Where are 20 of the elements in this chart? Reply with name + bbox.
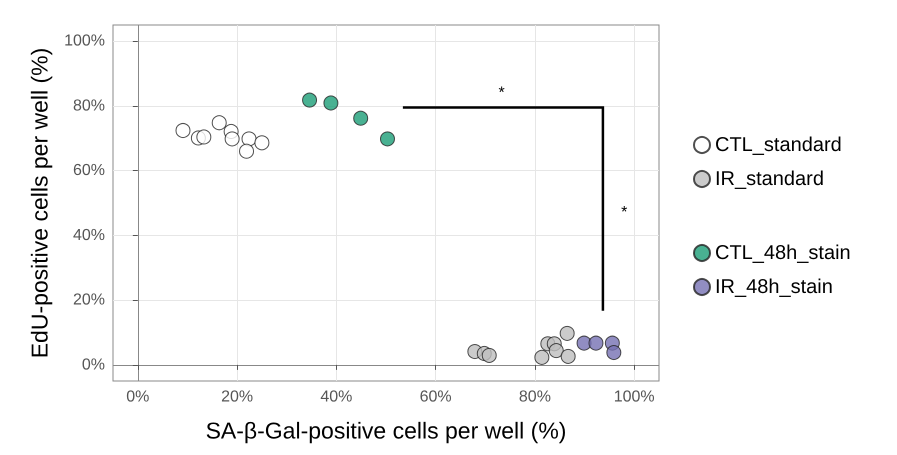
legend-label: CTL_standard [715,134,842,156]
y-axis-title: EdU-positive cells per well (%) [26,48,52,358]
y-tick-label: 20% [72,292,105,309]
x-tick-label: 40% [320,388,352,406]
annotation: * [621,204,628,222]
x-tick-label: 60% [420,388,452,406]
x-tick-label: 0% [126,388,150,406]
x-tick-label: 80% [518,388,551,406]
annotation: * [498,84,505,102]
x-axis-title: SA-β-Gal-positive cells per well (%) [206,418,566,444]
y-tick-label: 60% [72,162,105,180]
y-tick-label: 40% [72,226,105,244]
y-tick-label: 100% [64,32,105,50]
y-tick-label: 0% [82,356,105,374]
x-tick-label: 20% [221,388,254,406]
legend-label: IR_standard [715,168,824,190]
x-tick-label: 100% [614,388,655,406]
legend-label: IR_48h_stain [715,276,833,298]
legend-label: CTL_48h_stain [715,242,851,264]
y-tick-label: 80% [72,97,105,114]
